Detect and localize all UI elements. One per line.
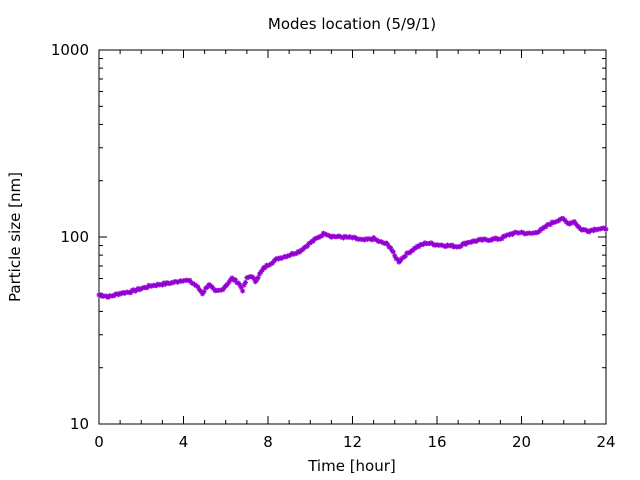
data-point	[603, 226, 609, 232]
data-point	[240, 288, 246, 294]
x-tick-label: 16	[427, 433, 446, 451]
x-tick-label: 0	[94, 433, 104, 451]
x-tick-label: 12	[343, 433, 362, 451]
y-tick-label: 1000	[51, 41, 89, 59]
x-axis: 0 4 8 12 16 20 24	[94, 50, 616, 451]
data-point	[242, 279, 248, 285]
x-tick-label: 20	[512, 433, 531, 451]
x-axis-label: Time [hour]	[307, 457, 396, 475]
x-tick-label: 24	[596, 433, 615, 451]
chart-title: Modes location (5/9/1)	[268, 15, 436, 33]
data-point	[310, 238, 316, 244]
x-tick-label: 8	[263, 433, 273, 451]
data-point	[255, 275, 261, 281]
y-axis: 10 100 1000	[51, 41, 606, 433]
data-series	[96, 215, 609, 300]
y-tick-label: 10	[70, 415, 89, 433]
x-tick-label: 4	[179, 433, 189, 451]
y-axis-label: Particle size [nm]	[6, 172, 24, 302]
y-tick-label: 100	[60, 228, 89, 246]
